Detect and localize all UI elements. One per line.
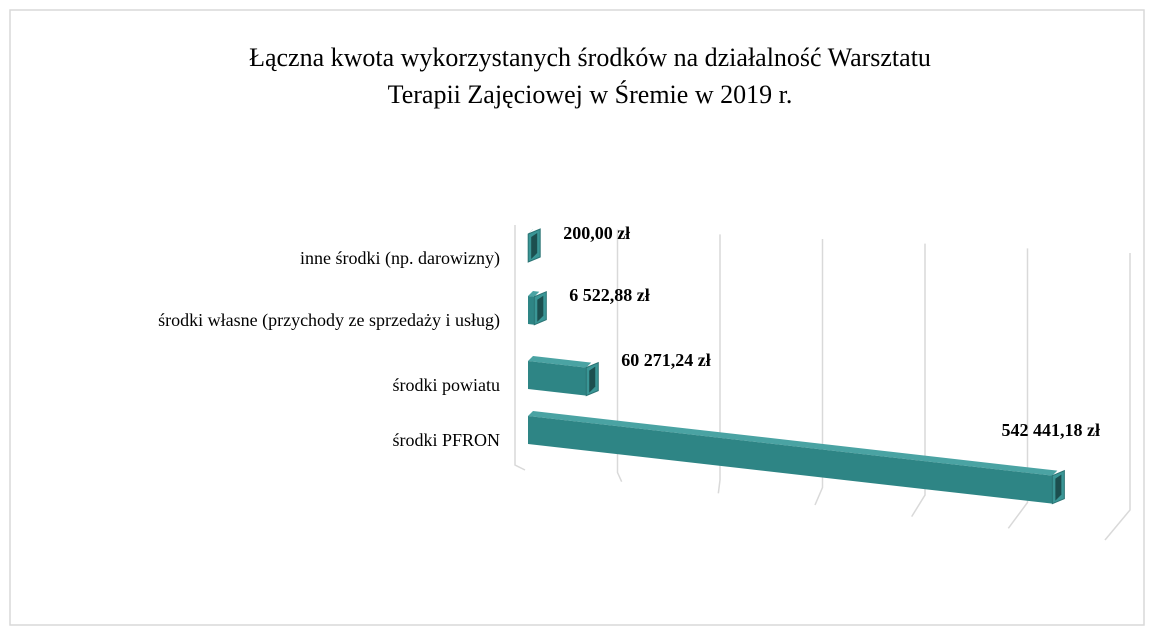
chart-title: Terapii Zajęciowej w Śremie w 2019 r. — [388, 80, 793, 109]
value-label: 542 441,18 zł — [1002, 420, 1101, 440]
y-tick-label: środki własne (przychody ze sprzedaży i … — [158, 310, 500, 331]
grid-line — [814, 239, 824, 506]
bar-end-inner — [531, 233, 538, 260]
value-label: 200,00 zł — [563, 223, 630, 243]
bar-side — [528, 361, 587, 396]
bar-side — [528, 296, 535, 325]
grid-line — [616, 229, 623, 482]
bar — [528, 411, 1065, 505]
bar — [528, 290, 547, 326]
grid-line — [1007, 248, 1029, 529]
bar-top — [528, 356, 592, 368]
bar — [527, 228, 541, 263]
bar-top — [528, 411, 1058, 476]
bar-top — [528, 229, 534, 235]
y-tick-label: inne środki (np. darowizny) — [300, 248, 500, 269]
value-label: 6 522,88 zł — [569, 285, 650, 305]
grid-line — [717, 234, 721, 494]
chart-border — [9, 9, 1145, 626]
bar-end-inner — [537, 295, 544, 322]
grid-line — [514, 225, 526, 471]
grid-line — [1104, 253, 1131, 541]
bar-side — [528, 416, 1053, 504]
grid-line — [911, 243, 926, 518]
value-label: 60 271,24 zł — [621, 350, 711, 370]
bar-end-inner — [1055, 474, 1062, 501]
chart-title: Łączna kwota wykorzystanych środków na d… — [249, 43, 931, 72]
bar-end-inner — [589, 366, 596, 393]
bar — [528, 356, 599, 397]
y-tick-label: środki PFRON — [392, 430, 500, 450]
y-tick-label: środki powiatu — [393, 375, 501, 395]
bar-top — [528, 291, 540, 297]
